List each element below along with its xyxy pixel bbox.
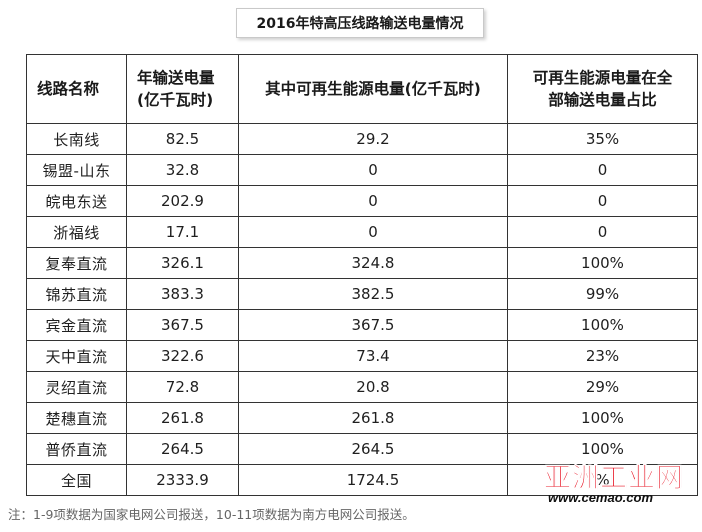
header-renewable-share: 可再生能源电量在全 部输送电量占比 [507, 54, 698, 124]
header-line-name: 线路名称 [26, 54, 127, 124]
renewable-energy-cell: 1724.5 [238, 464, 508, 496]
table-row: 复奉直流 326.1 324.8 100% [26, 247, 698, 279]
header-renewable-energy: 其中可再生能源电量(亿千瓦时) [238, 54, 508, 124]
table-header-row: 线路名称 年输送电量 (亿千瓦时) 其中可再生能源电量(亿千瓦时) 可再生能源电量… [26, 54, 698, 124]
line-name-cell: 宾金直流 [26, 309, 127, 341]
renewable-energy-cell: 264.5 [238, 433, 508, 465]
renewable-share-cell: % [507, 464, 698, 496]
table-row: 天中直流 322.6 73.4 23% [26, 340, 698, 372]
renewable-energy-cell: 73.4 [238, 340, 508, 372]
renewable-energy-cell: 324.8 [238, 247, 508, 279]
annual-energy-cell: 72.8 [126, 371, 239, 403]
renewable-share-cell: 100% [507, 402, 698, 434]
annual-energy-cell: 326.1 [126, 247, 239, 279]
annual-energy-cell: 82.5 [126, 123, 239, 155]
renewable-energy-cell: 20.8 [238, 371, 508, 403]
table-row: 锦苏直流 383.3 382.5 99% [26, 278, 698, 310]
annual-energy-cell: 17.1 [126, 216, 239, 248]
line-name-cell: 长南线 [26, 123, 127, 155]
renewable-share-cell: 0 [507, 185, 698, 217]
header-annual-energy: 年输送电量 (亿千瓦时) [126, 54, 239, 124]
table-row: 皖电东送 202.9 0 0 [26, 185, 698, 217]
renewable-share-cell: 99% [507, 278, 698, 310]
line-name-cell: 浙福线 [26, 216, 127, 248]
table-row: 楚穗直流 261.8 261.8 100% [26, 402, 698, 434]
line-name-cell: 全国 [26, 464, 127, 496]
annual-energy-cell: 367.5 [126, 309, 239, 341]
annual-energy-cell: 2333.9 [126, 464, 239, 496]
table-row: 全国 2333.9 1724.5% [26, 464, 698, 496]
annual-energy-cell: 322.6 [126, 340, 239, 372]
renewable-share-cell: 0 [507, 154, 698, 186]
annual-energy-cell: 202.9 [126, 185, 239, 217]
renewable-share-cell: 100% [507, 247, 698, 279]
renewable-energy-cell: 261.8 [238, 402, 508, 434]
transmission-table: 线路名称 年输送电量 (亿千瓦时) 其中可再生能源电量(亿千瓦时) 可再生能源电量… [26, 54, 698, 496]
renewable-energy-cell: 0 [238, 185, 508, 217]
annual-energy-cell: 383.3 [126, 278, 239, 310]
table-title: 2016年特高压线路输送电量情况 [236, 8, 484, 38]
renewable-energy-cell: 0 [238, 154, 508, 186]
renewable-energy-cell: 29.2 [238, 123, 508, 155]
footnote: 注：1-9项数据为国家电网公司报送，10-11项数据为南方电网公司报送。 [8, 507, 415, 522]
renewable-share-cell: 29% [507, 371, 698, 403]
renewable-energy-cell: 382.5 [238, 278, 508, 310]
renewable-share-cell: 100% [507, 309, 698, 341]
line-name-cell: 灵绍直流 [26, 371, 127, 403]
table-row: 长南线 82.5 29.2 35% [26, 123, 698, 155]
renewable-share-cell: 35% [507, 123, 698, 155]
annual-energy-cell: 264.5 [126, 433, 239, 465]
table-row: 锡盟-山东 32.8 0 0 [26, 154, 698, 186]
renewable-energy-cell: 0 [238, 216, 508, 248]
table-row: 灵绍直流 72.8 20.8 29% [26, 371, 698, 403]
table-row: 普侨直流 264.5 264.5 100% [26, 433, 698, 465]
renewable-share-cell: 100% [507, 433, 698, 465]
renewable-share-cell: 23% [507, 340, 698, 372]
line-name-cell: 皖电东送 [26, 185, 127, 217]
annual-energy-cell: 261.8 [126, 402, 239, 434]
line-name-cell: 天中直流 [26, 340, 127, 372]
line-name-cell: 锡盟-山东 [26, 154, 127, 186]
table-row: 浙福线 17.1 0 0 [26, 216, 698, 248]
line-name-cell: 普侨直流 [26, 433, 127, 465]
table-row: 宾金直流 367.5 367.5 100% [26, 309, 698, 341]
line-name-cell: 复奉直流 [26, 247, 127, 279]
table-body: 长南线 82.5 29.2 35% 锡盟-山东 32.8 0 0 皖电东送 202.9 0 0 浙福线 1… [26, 123, 698, 496]
renewable-share-cell: 0 [507, 216, 698, 248]
annual-energy-cell: 32.8 [126, 154, 239, 186]
renewable-energy-cell: 367.5 [238, 309, 508, 341]
line-name-cell: 锦苏直流 [26, 278, 127, 310]
line-name-cell: 楚穗直流 [26, 402, 127, 434]
